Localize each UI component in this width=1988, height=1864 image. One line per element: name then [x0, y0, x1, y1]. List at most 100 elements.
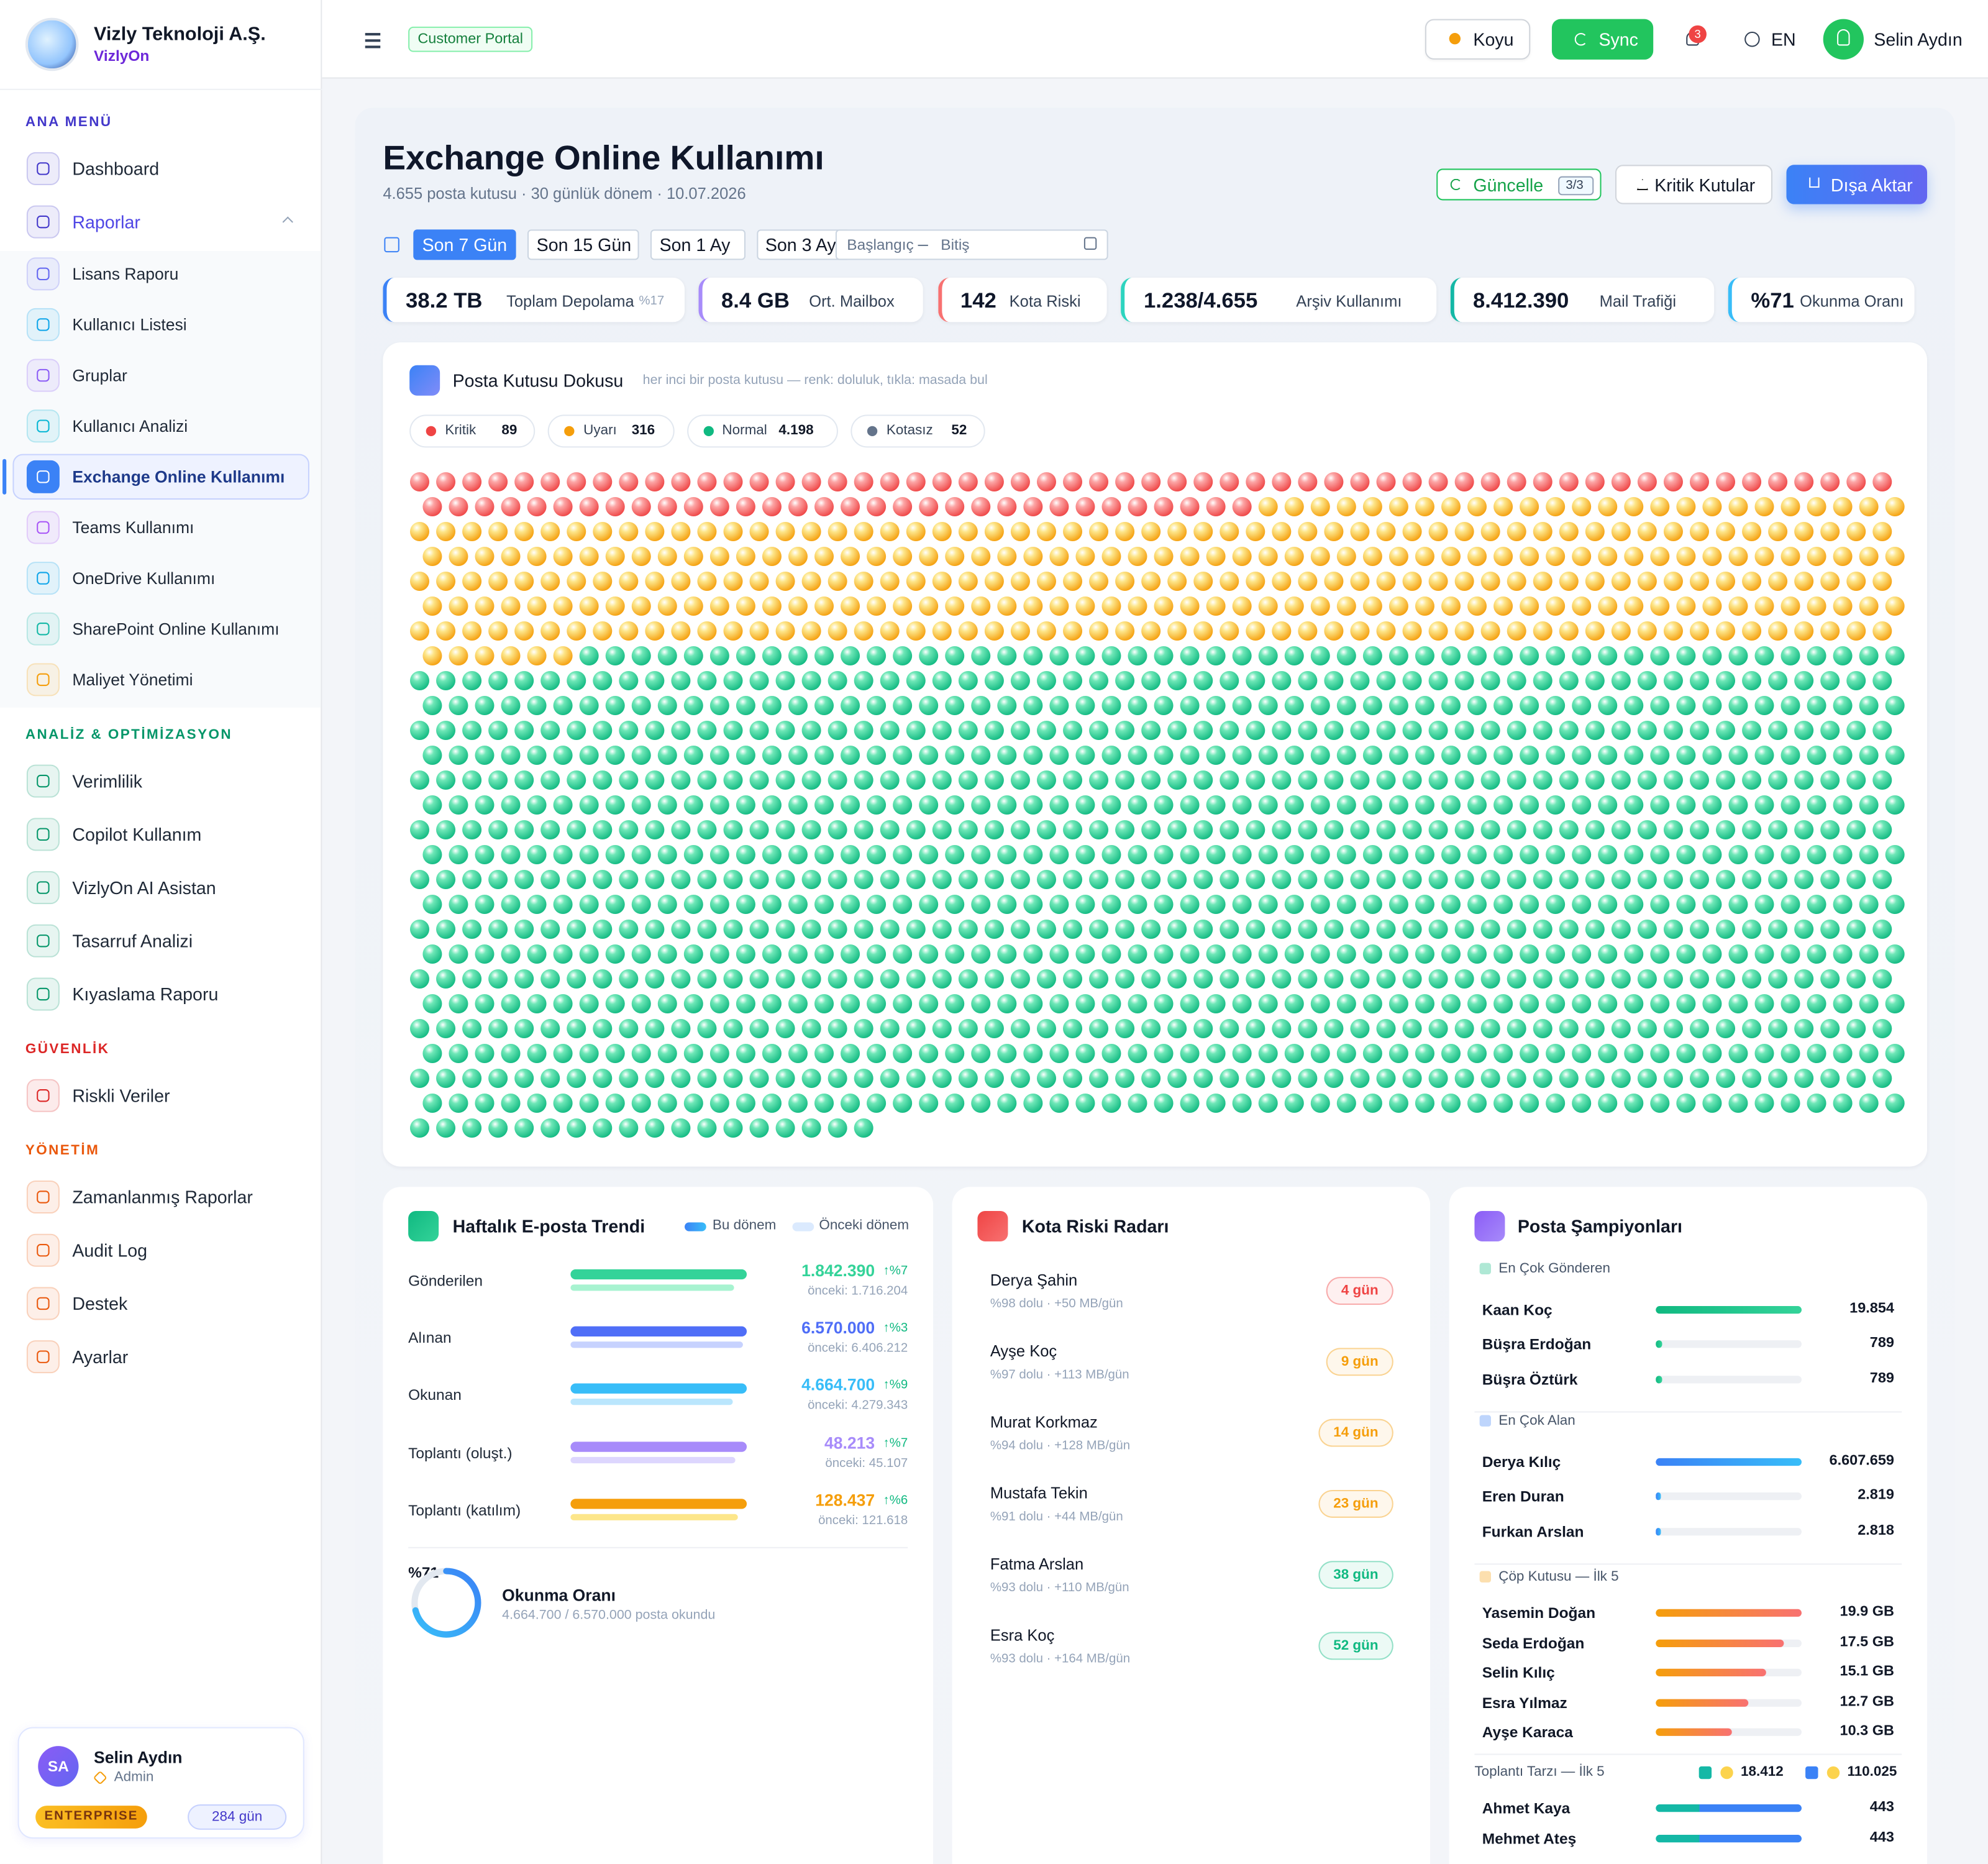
globe-icon[interactable] [1744, 32, 1760, 47]
menu-icon [26, 612, 60, 646]
read-rate-value: %71 [408, 1563, 439, 1581]
range-button[interactable] [413, 229, 516, 260]
menu-item[interactable]: Teams Kullanımı [72, 518, 194, 537]
sidebar-divider [0, 88, 322, 90]
trend-change: ↑%9 [883, 1379, 908, 1393]
menu-item[interactable]: Tasarruf Analizi [72, 930, 193, 951]
menu-item[interactable]: Gruplar [72, 365, 127, 385]
menu-item[interactable]: Lisans Raporu [72, 264, 179, 284]
trend-change: ↑%7 [883, 1436, 908, 1450]
trend-change: ↑%3 [883, 1321, 908, 1336]
radar-name: Murat Korkmaz [990, 1413, 1098, 1432]
legend-previous: Önceki dönem [819, 1218, 910, 1233]
texture-title: Posta Kutusu Dokusu [452, 370, 624, 391]
date-start: Başlangıç [847, 235, 914, 254]
section-title: GÜVENLİK [25, 1041, 110, 1058]
menu-icon-glyph [37, 470, 50, 483]
kpi-badge: %17 [639, 293, 665, 308]
menu-icon-glyph [37, 572, 50, 585]
group-icon [1479, 1415, 1491, 1427]
group-title: En Çok Gönderen [1498, 1261, 1610, 1277]
menu-icon-glyph [37, 368, 50, 382]
champion-bar [1656, 1492, 1661, 1501]
menu-item[interactable]: Kıyaslama Raporu [72, 984, 219, 1005]
menu-icon-glyph [37, 987, 50, 1001]
page-subtitle: 4.655 posta kutusu · 30 günlük dönem · 1… [383, 185, 746, 203]
trend-title: Haftalık E-posta Trendi [452, 1216, 645, 1236]
menu-item[interactable]: Zamanlanmış Raporlar [72, 1187, 253, 1207]
meeting-swatch [1698, 1766, 1712, 1779]
menu-item[interactable]: VizlyOn AI Asistan [72, 877, 216, 898]
sync-button[interactable] [1551, 19, 1654, 60]
range-label[interactable]: Son 7 Gün [422, 234, 508, 255]
top-user[interactable]: Selin Aydın [1874, 29, 1963, 50]
language[interactable]: EN [1771, 29, 1796, 50]
champion-value: 10.3 GB [1840, 1723, 1894, 1739]
meeting-emoji [1720, 1766, 1733, 1779]
menu-icon [26, 977, 60, 1011]
menu-icon-glyph [37, 623, 50, 636]
menu-icon-glyph [37, 1190, 50, 1204]
menu-item[interactable]: Riskli Veriler [72, 1085, 170, 1106]
menu-item[interactable]: Ayarlar [72, 1346, 129, 1367]
trend-bar-previous [570, 1399, 732, 1406]
range-label[interactable]: Son 1 Ay [659, 234, 731, 255]
menu-item[interactable]: Verimlilik [72, 770, 143, 792]
kpi-label: Okunma Oranı [1800, 291, 1904, 310]
range-label[interactable]: Son 3 Ay [765, 234, 836, 255]
kpi-card [1728, 277, 1915, 322]
menu-icon [26, 1287, 60, 1320]
menu-item[interactable]: OneDrive Kullanımı [72, 569, 216, 588]
notification-count: 3 [1694, 27, 1701, 41]
meeting-title: Toplantı Tarzı — İlk 5 [1474, 1764, 1605, 1780]
menu-toggle[interactable] [365, 39, 381, 42]
radar-detail: %98 dolu · +50 MB/gün [990, 1297, 1123, 1312]
legend-previous-swatch [792, 1222, 814, 1231]
meeting-bar [1656, 1835, 1802, 1843]
user-name: Selin Aydın [94, 1748, 183, 1767]
sync-icon [1574, 33, 1588, 46]
menu-item[interactable]: Destek [72, 1293, 128, 1314]
user-avatar: SA [38, 1746, 79, 1787]
champion-name: Büşra Öztürk [1482, 1370, 1578, 1388]
read-rate-detail: 4.664.700 / 6.570.000 posta okundu [502, 1607, 716, 1623]
moon-icon [1449, 33, 1461, 45]
champion-value: 789 [1869, 1336, 1894, 1351]
menu-toggle[interactable] [365, 33, 381, 35]
menu-icon-glyph [37, 267, 50, 281]
range-button[interactable] [650, 229, 746, 260]
theme-button[interactable] [1425, 19, 1531, 60]
champion-bar [1656, 1668, 1767, 1676]
menu-icon [26, 409, 60, 443]
menu-icon [26, 152, 60, 185]
menu-icon-glyph [37, 881, 50, 894]
date-range[interactable] [835, 229, 1108, 260]
active-item[interactable] [12, 454, 309, 500]
top-avatar[interactable] [1823, 19, 1864, 60]
group-icon [1479, 1263, 1491, 1275]
menu-icon [26, 871, 60, 905]
range-label[interactable]: Son 15 Gün [536, 234, 632, 255]
trend-value: 48.213 [824, 1433, 875, 1452]
menu-icon [26, 359, 60, 392]
menu-item[interactable]: Kullanıcı Analizi [72, 416, 188, 436]
radar-badge: 23 gün [1318, 1489, 1393, 1518]
menu-item[interactable]: Audit Log [72, 1240, 148, 1261]
menu-item[interactable]: SharePoint Online Kullanımı [72, 619, 280, 639]
menu-item[interactable]: Copilot Kullanım [72, 824, 202, 845]
menu-icon [26, 663, 60, 697]
menu-toggle[interactable] [365, 45, 381, 48]
critical-button[interactable] [1615, 165, 1773, 204]
menu-item[interactable]: Exchange Online Kullanımı [72, 467, 285, 487]
menu-item[interactable]: Kullanıcı Listesi [72, 315, 187, 334]
menu-item[interactable]: Maliyet Yönetimi [72, 670, 193, 690]
champions-icon [1474, 1210, 1505, 1241]
champion-value: 12.7 GB [1840, 1693, 1894, 1709]
trend-bar-current [570, 1327, 747, 1337]
range-button[interactable] [527, 229, 639, 260]
menu-item[interactable]: Dashboard [72, 158, 160, 179]
menu-item[interactable]: Raporlar [72, 211, 140, 232]
trend-previous: önceki: 1.716.204 [808, 1284, 908, 1299]
trend-bar-previous [570, 1284, 735, 1291]
